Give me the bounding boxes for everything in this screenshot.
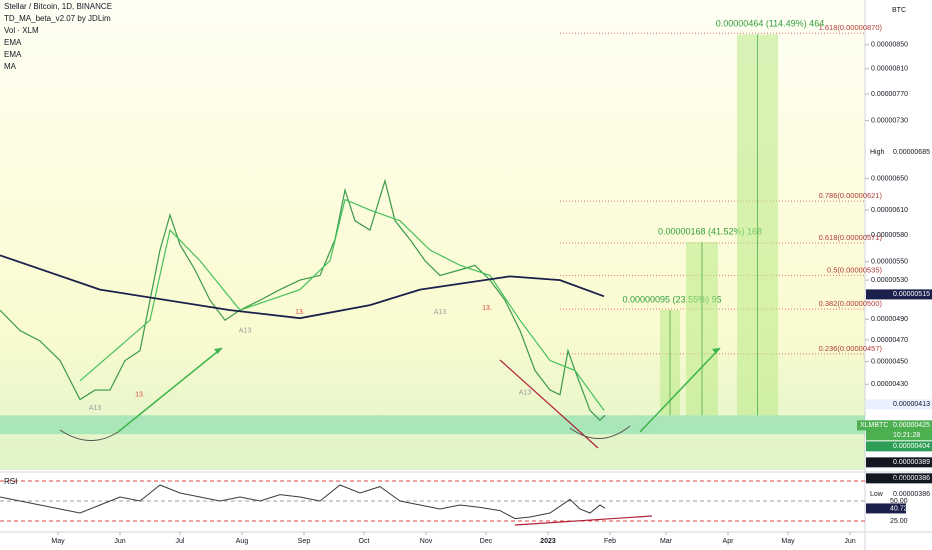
badge-tag: Low [870,491,884,498]
measure-label: 0.00000168 (41.52%) 168 [658,226,762,236]
price-badge-label: 0.00000386 [893,475,930,482]
td-label: A13 [434,309,447,316]
fib-label: 0.618(0.00000571) [819,233,883,242]
y-tick-label: 0.00000490 [871,316,908,323]
y-tick-label: 0.00000430 [871,381,908,388]
legend-item: Vol · XLM [4,26,39,35]
rsi-badge [866,503,906,514]
y-tick-label: 0.00000730 [871,117,908,124]
rsi-title: RSI [4,477,17,486]
fib-label: 0.236(0.00000457) [819,344,883,353]
rsi-trend-line [514,515,653,526]
y-tick-label: 0.00000530 [871,277,908,284]
x-tick-label: Dec [480,538,493,545]
series-line [0,254,605,320]
y-tick-label: 0.00000770 [871,91,908,98]
y-tick-label: 0.00000610 [871,207,908,214]
x-tick-label: May [51,538,65,545]
trend-arrow [639,347,721,433]
rsi-tick-label: 50.00 [890,498,908,505]
x-tick-label: Feb [604,538,616,545]
price-badge [866,399,932,410]
price-badge-label: 0.00000413 [893,401,930,408]
arrow-head [214,348,222,354]
trend-arrow [117,347,223,433]
td-label: 13. [295,309,305,316]
price-badge-label: 0.00000515 [893,291,930,298]
measure-label: 0.00000095 (23.55%) 95 [622,294,721,304]
price-pane [0,0,865,470]
price-badge [866,147,932,158]
price-badge [866,473,932,484]
x-tick-label: Jul [176,538,185,545]
price-badge-label: 0.00000386 [893,491,930,498]
series-tag [857,420,893,431]
legend-item: EMA [4,38,22,47]
price-badge-label: 0.00000425 [893,422,930,429]
plot: 0.00000850 0.00000810 0.00000770 0.00000730… [0,19,932,545]
fib-label: 0.382(0.00000500) [819,299,883,308]
price-badge [866,441,932,452]
cup-arc [59,429,119,441]
x-tick-label: Sep [298,538,311,545]
chart-title: Stellar / Bitcoin, 1D, BINANCE [4,2,112,11]
rsi-line [0,484,606,520]
x-tick-label: May [781,538,795,545]
td-label: A13 [89,405,102,412]
fib-label: 0.786(0.00000621) [819,191,883,200]
y-tick-label: 0.00000580 [871,232,908,239]
price-badge-label: 0.00000389 [893,459,930,466]
rsi-pane [0,473,865,531]
measure-label: 0.00000464 (114.49%) 464 [716,19,824,29]
price-badge-label: 0.00000404 [893,443,930,450]
x-tick-label: 2023 [540,538,556,545]
x-tick-label: Oct [359,538,370,545]
rsi-tick-label: 75.00 [890,478,908,485]
fib-label: 0.5(0.00000535) [827,265,883,274]
series-line [79,198,605,411]
y-tick-label: 0.00000850 [871,42,908,49]
td-label: A13 [239,327,252,334]
price-badge [866,289,932,300]
x-tick-label: Apr [723,538,735,545]
legend-item: MA [4,62,17,71]
price-badge-label: 0.00000685 [893,149,930,156]
legend-item: TD_MA_beta_v2.07 by JDLim [4,14,111,23]
badge-tag: High [870,149,885,156]
x-tick-label: Jun [844,538,855,545]
price-badge [866,489,932,500]
support-zone [0,415,865,435]
y-tick-label: 0.00000650 [871,175,908,182]
badge-time: 10:21:28 [893,432,920,439]
x-tick-label: Jun [114,538,125,545]
rsi-badge-label: 40.72 [890,505,908,512]
legend-item: EMA [4,50,22,59]
cup-arc [569,425,631,439]
wedge-line [499,359,599,449]
y-tick-label: 0.00000470 [871,337,908,344]
rsi-tick-label: 25.00 [890,518,908,525]
y-tick-label: 0.00000550 [871,258,908,265]
arrow-head [712,348,720,354]
price-badge [866,457,932,468]
td-label: 13. [482,305,492,312]
y-tick-label: 0.00000810 [871,66,908,73]
x-tick-label: Aug [236,538,249,545]
x-tick-label: Mar [660,538,673,545]
td-label: A13 [519,389,532,396]
x-tick-label: Nov [420,538,433,545]
series-tag-label: XLMBTC [860,422,888,429]
y-tick-label: 0.00000450 [871,358,908,365]
fib-label: 1.618(0.00000870) [819,23,883,32]
axis-unit: BTC [892,7,906,14]
td-label: 13. [135,392,145,399]
